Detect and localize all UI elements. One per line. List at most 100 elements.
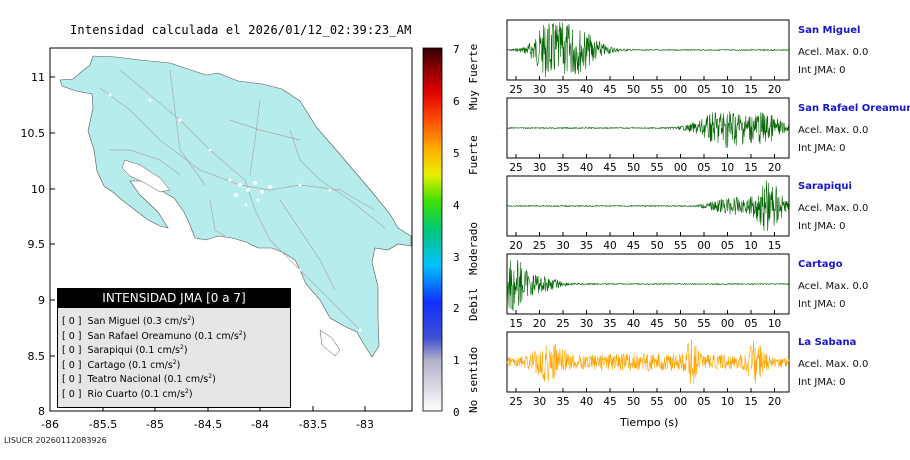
footer-id: LISUCR 20260112083926 (4, 436, 107, 445)
waveform-tick-label: 10 (768, 318, 781, 330)
waveform-tick-label: 45 (650, 318, 663, 330)
waveform-tick-label: 00 (674, 84, 687, 96)
legend-row: [ 0 ] San Miguel (0.3 cm/s2) (62, 315, 195, 328)
waveform-tick-label: 45 (603, 84, 616, 96)
waveform-tick-label: 35 (580, 240, 593, 252)
map-y-tick-label: 11 (31, 71, 45, 84)
towns (108, 93, 362, 332)
waveform-tick-label: 25 (509, 396, 522, 408)
waveform-tick-label: 50 (627, 162, 640, 174)
waveform-tick-label: 15 (744, 396, 757, 408)
station-accel: Acel. Max. 0.0 (798, 47, 869, 58)
station-accel: Acel. Max. 0.0 (798, 359, 869, 370)
station-int: Int JMA: 0 (798, 377, 846, 388)
waveform-tick-label: 35 (556, 162, 569, 174)
waveform-tick-label: 50 (650, 240, 663, 252)
waveform-tick-label: 40 (580, 396, 593, 408)
waveform-trace (506, 259, 790, 311)
colorbar-label-fuerte: Fuerte (467, 135, 480, 175)
intensity-colorbar (422, 47, 443, 412)
waveform-trace (506, 22, 790, 78)
waveform-tick-label: 35 (556, 84, 569, 96)
waveform-tick-label: 10 (721, 396, 734, 408)
waveform-trace (506, 111, 790, 148)
station-name: Sarapiqui (798, 181, 852, 192)
map-y-tick-label: 10 (31, 183, 45, 196)
waveform-tick-label: 35 (603, 318, 616, 330)
map-y-tick-label: 10.5 (21, 127, 46, 140)
colorbar-label-no-sentido: No sentido (467, 347, 480, 413)
colorbar-tick: 5 (453, 147, 460, 160)
map-y-tick-label: 8 (38, 405, 45, 418)
waveform-tick-label: 50 (627, 84, 640, 96)
waveform-trace (506, 338, 790, 385)
colorbar-tick: 0 (453, 406, 460, 419)
colorbar-label-muy-fuerte: Muy Fuerte (467, 44, 480, 110)
roads (99, 69, 386, 331)
waveform-tick-label: 20 (533, 318, 546, 330)
waveform-tick-label: 10 (744, 240, 757, 252)
waveform-panels: 25 30 35 40 45 50 55 00 05 10 15 20 25 30 35 40 45 50 55 00… (506, 19, 790, 408)
waveform-tick-label: 25 (556, 318, 569, 330)
station-accel: Acel. Max. 0.0 (798, 125, 869, 136)
osa-peninsula-water (319, 329, 341, 357)
waveform-tick-label: 30 (533, 84, 546, 96)
legend-row: [ 0 ] San Rafael Oreamuno (0.1 cm/s2) (62, 329, 247, 342)
waveform-tick-label: 45 (627, 240, 640, 252)
waveform-tick-label: 20 (768, 84, 781, 96)
waveform-tick-label: 40 (603, 240, 616, 252)
station-name: La Sabana (798, 337, 857, 348)
intensity-legend: INTENSIDAD JMA [0 a 7] [ 0 ] San Miguel … (57, 288, 291, 408)
waveform-tick-label: 55 (650, 396, 663, 408)
map-x-tick-label: -86 (41, 418, 59, 431)
waveform-tick-label: 55 (674, 240, 687, 252)
waveform-tick-label: 10 (721, 162, 734, 174)
station-accel: Acel. Max. 0.0 (798, 281, 869, 292)
waveform-tick-label: 10 (721, 84, 734, 96)
station-name: San Miguel (798, 25, 861, 36)
map-x-tick-label: -84 (251, 418, 269, 431)
legend-row: [ 0 ] Rio Cuarto (0.1 cm/s2) (62, 387, 193, 400)
map-x-tick-label: -83 (356, 418, 374, 431)
waveform-tick-label: 05 (697, 396, 710, 408)
waveform-trace (506, 180, 790, 232)
station-int: Int JMA: 0 (798, 299, 846, 310)
waveform-tick-label: 25 (533, 240, 546, 252)
waveform-tick-label: 05 (697, 84, 710, 96)
waveform-tick-label: 40 (627, 318, 640, 330)
x-axis-label: Tiempo (s) (620, 416, 679, 429)
colorbar-label-debil: Debil (467, 288, 480, 321)
waveform-tick-label: 55 (697, 318, 710, 330)
waveform-tick-label: 00 (697, 240, 710, 252)
waveform-tick-label: 45 (603, 162, 616, 174)
waveform-tick-label: 00 (674, 162, 687, 174)
legend-row: [ 0 ] Teatro Nacional (0.1 cm/s2) (62, 373, 216, 386)
station-int: Int JMA: 0 (798, 65, 846, 76)
waveform-tick-label: 05 (744, 318, 757, 330)
map-y-tick-label: 9.5 (28, 238, 46, 251)
costa-rica-land (59, 55, 412, 358)
waveform-tick-label: 15 (768, 240, 781, 252)
waveform-tick-label: 15 (509, 318, 522, 330)
colorbar-tick: 6 (453, 95, 460, 108)
map-y-ticks (50, 76, 55, 412)
waveform-tick-label: 15 (744, 162, 757, 174)
waveform-tick-label: 30 (580, 318, 593, 330)
waveform-tick-label: 25 (509, 84, 522, 96)
legend-title: INTENSIDAD JMA [0 a 7] (58, 289, 290, 308)
map-x-tick-label: -84.5 (194, 418, 222, 431)
station-int: Int JMA: 0 (798, 143, 846, 154)
colorbar-tick: 2 (453, 302, 460, 315)
gulf-nicoya (121, 159, 171, 193)
waveform-tick-label: 05 (721, 240, 734, 252)
map-title: Intensidad calculada el 2026/01/12_02:39… (70, 23, 412, 37)
waveform-tick-label: 50 (627, 396, 640, 408)
waveform-tick-label: 15 (744, 84, 757, 96)
colorbar-label-moderado: Moderado (467, 222, 480, 275)
waveform-tick-label: 40 (580, 84, 593, 96)
station-accel: Acel. Max. 0.0 (798, 203, 869, 214)
waveform-tick-label: 00 (721, 318, 734, 330)
map-x-tick-label: -85 (146, 418, 164, 431)
map-y-tick-label: 9 (38, 294, 45, 307)
